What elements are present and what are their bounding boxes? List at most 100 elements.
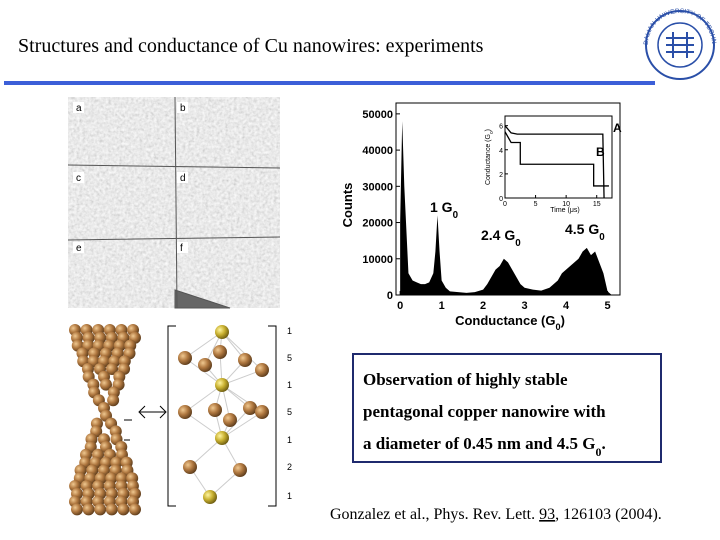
panel-label-bg <box>73 242 84 253</box>
atom <box>215 431 229 445</box>
inset-y-tick-label: 0 <box>499 196 503 203</box>
bond <box>221 331 263 371</box>
atom <box>107 394 120 407</box>
inset-y-tick-label: 6 <box>499 124 503 131</box>
atom <box>243 401 257 415</box>
bond <box>221 411 263 439</box>
peak-annotation: 4.5 G0 <box>565 221 605 243</box>
atom <box>183 460 197 474</box>
panel-label: c <box>76 173 81 184</box>
peak-annotation-sub: 0 <box>599 232 605 243</box>
x-axis-label: Conductance (G0) <box>455 313 565 332</box>
callout-line-end: . <box>601 434 605 453</box>
inset-y-label-sub: 0 <box>489 131 495 134</box>
y-axis-label: Counts <box>340 183 355 228</box>
atom <box>100 378 112 391</box>
atom <box>94 503 107 516</box>
series-label: A <box>613 121 622 135</box>
inset-x-tick-label: 5 <box>534 201 538 208</box>
x-tick-label: 0 <box>397 300 403 312</box>
callout-line-main: a diameter of 0.45 nm and 4.5 G <box>363 434 596 453</box>
panel-label-bg <box>177 102 188 113</box>
layer-count: 1 <box>287 380 292 390</box>
x-tick-label: 3 <box>522 300 528 312</box>
atom <box>117 503 130 516</box>
histogram-area <box>400 121 612 295</box>
atom <box>223 413 237 427</box>
atom <box>215 378 229 392</box>
inset-y-tick-label: 2 <box>499 172 503 179</box>
inset-x-tick-label: 10 <box>562 201 570 208</box>
peak-annotation: 2.4 G0 <box>481 227 521 249</box>
atom <box>213 345 227 359</box>
bond <box>184 411 223 439</box>
peak-annotation-sub: 0 <box>453 210 459 221</box>
atom <box>233 463 247 477</box>
panel-label-bg <box>177 172 188 183</box>
atom <box>178 351 192 365</box>
x-tick-label: 1 <box>439 300 445 312</box>
callout-line: pentagonal copper nanowire with <box>363 402 606 421</box>
atom <box>255 363 269 377</box>
panel-label-bg <box>73 172 84 183</box>
tem-images: a b c d e f <box>67 96 281 309</box>
x-tick-label: 5 <box>604 300 610 312</box>
atom <box>106 363 119 375</box>
citation: Gonzalez et al., Phys. Rev. Lett. 93, 12… <box>330 506 662 523</box>
citation-text: Gonzalez et al., Phys. Rev. Lett. <box>330 506 539 523</box>
series-label: B <box>596 145 605 159</box>
atom <box>215 325 229 339</box>
citation-text: , 126103 (2004). <box>555 506 662 523</box>
y-tick-label: 40000 <box>362 145 393 157</box>
panel-label: a <box>76 103 82 114</box>
y-tick-label: 20000 <box>362 218 393 230</box>
callout-text: Observation of highly stable pentagonal c… <box>363 370 606 459</box>
atom <box>129 503 141 516</box>
x-axis-label-end: ) <box>561 313 565 328</box>
panel-label: f <box>180 243 183 254</box>
y-tick-label: 50000 <box>362 109 393 121</box>
panel-label: d <box>180 173 186 184</box>
y-tick-label: 30000 <box>362 181 393 193</box>
bond <box>189 437 223 468</box>
callout-line-sub: 0 <box>596 445 602 459</box>
callout-box <box>352 353 662 463</box>
peak-annotation-main: 4.5 G <box>565 221 599 237</box>
bond <box>184 384 223 413</box>
atomic-model: 1 5 1 5 1 2 1 <box>69 324 292 516</box>
atom <box>82 503 95 516</box>
peak-annotation-main: 2.4 G <box>481 227 515 243</box>
inset-y-tick-label: 4 <box>499 148 503 155</box>
x-axis-label-sub: 0 <box>556 322 561 332</box>
atom <box>198 358 212 372</box>
x-tick-label: 4 <box>563 300 570 312</box>
x-axis-label-main: Conductance (G <box>455 313 555 328</box>
atom <box>105 503 118 516</box>
panel-label: e <box>76 243 82 254</box>
y-tick-label: 10000 <box>362 254 393 266</box>
inset-x-tick-label: 15 <box>593 201 601 208</box>
x-tick-label: 2 <box>480 300 486 312</box>
callout-line: Observation of highly stable <box>363 370 568 389</box>
atom <box>255 405 269 419</box>
inset-y-label-end: ) <box>485 129 492 131</box>
peak-annotation: 1 G0 <box>430 199 459 221</box>
inset-x-label: Time (μs) <box>550 207 579 214</box>
peak-annotation-sub: 0 <box>515 238 521 249</box>
atom <box>203 490 217 504</box>
peak-annotation-main: 1 G <box>430 199 453 215</box>
citation-volume: 93 <box>539 506 555 523</box>
layer-count: 5 <box>287 353 292 363</box>
inset-x-tick-label: 0 <box>503 201 507 208</box>
panel-label: b <box>180 103 186 114</box>
layer-count: 1 <box>287 435 292 445</box>
atom <box>178 405 192 419</box>
inset-line <box>504 131 609 187</box>
panel-label-bg <box>177 242 188 253</box>
inset-y-label-main: Conductance (G <box>485 134 492 185</box>
layer-count: 1 <box>287 491 292 501</box>
layer-count: 5 <box>287 407 292 417</box>
inset-y-label: Conductance (G0) <box>485 129 495 185</box>
